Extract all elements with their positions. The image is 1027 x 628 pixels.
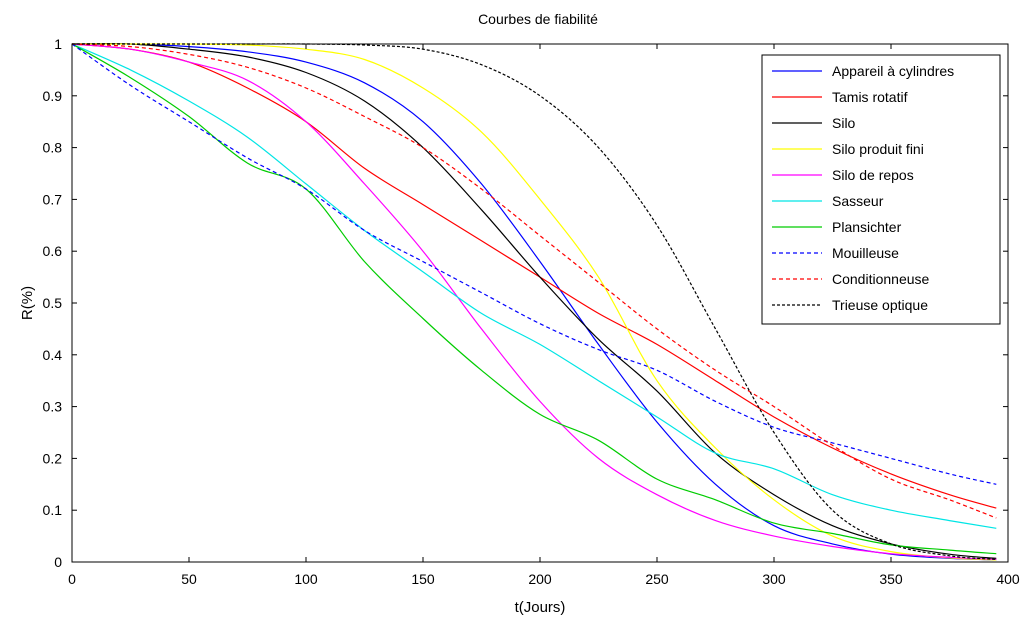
y-axis-label: R(%)	[19, 286, 36, 320]
x-tick-label: 0	[68, 571, 76, 587]
y-tick-label: 0.4	[43, 347, 63, 363]
legend-label-3: Silo	[832, 115, 856, 131]
x-tick-label: 100	[294, 571, 318, 587]
series-line-4	[71, 43, 997, 561]
series-layer	[71, 43, 997, 561]
y-tick-label: 0.9	[43, 88, 63, 104]
y-tick-label: 0.7	[43, 191, 63, 207]
series-line-7	[71, 43, 997, 555]
series-line-9	[71, 43, 997, 519]
x-tick-label: 50	[181, 571, 197, 587]
x-tick-label: 200	[528, 571, 552, 587]
y-tick-label: 0.6	[43, 243, 63, 259]
series-line-6	[71, 43, 997, 529]
y-tick-label: 0.3	[43, 399, 63, 415]
legend-label-9: Conditionneuse	[832, 271, 930, 287]
ticks-layer: 0 50 100 150 200 250 300 350 400 0 0.1 0.2 0.3 0.4 0.5…	[43, 36, 1020, 587]
y-tick-label: 1	[54, 36, 62, 52]
series-line-3	[71, 43, 997, 559]
legend-label-4: Silo produit fini	[832, 141, 924, 157]
x-tick-label: 300	[762, 571, 786, 587]
x-tick-label: 350	[879, 571, 903, 587]
y-tick-label: 0.5	[43, 295, 63, 311]
y-tick-label: 0	[54, 554, 62, 570]
legend-label-2: Tamis rotatif	[832, 89, 908, 105]
legend-label-6: Sasseur	[832, 193, 884, 209]
y-tick-label: 0.1	[43, 502, 63, 518]
legend-label-5: Silo de repos	[832, 167, 914, 183]
series-line-5	[71, 43, 997, 560]
y-tick-label: 0.2	[43, 450, 63, 466]
legend-label-8: Mouilleuse	[832, 245, 899, 261]
chart-title: Courbes de fiabilité	[478, 11, 598, 27]
series-line-10	[71, 43, 997, 560]
legend-label-7: Plansichter	[832, 219, 902, 235]
series-line-1	[71, 43, 997, 561]
series-line-8	[71, 43, 997, 485]
x-tick-label: 250	[645, 571, 669, 587]
x-tick-label: 150	[411, 571, 435, 587]
y-tick-label: 0.8	[43, 140, 63, 156]
legend: Appareil à cylindres Tamis rotatif Silo Sil…	[761, 54, 1001, 325]
x-axis-label: t(Jours)	[515, 599, 566, 616]
x-tick-label: 400	[996, 571, 1020, 587]
legend-label-10: Trieuse optique	[832, 297, 928, 313]
legend-label-1: Appareil à cylindres	[832, 63, 954, 79]
